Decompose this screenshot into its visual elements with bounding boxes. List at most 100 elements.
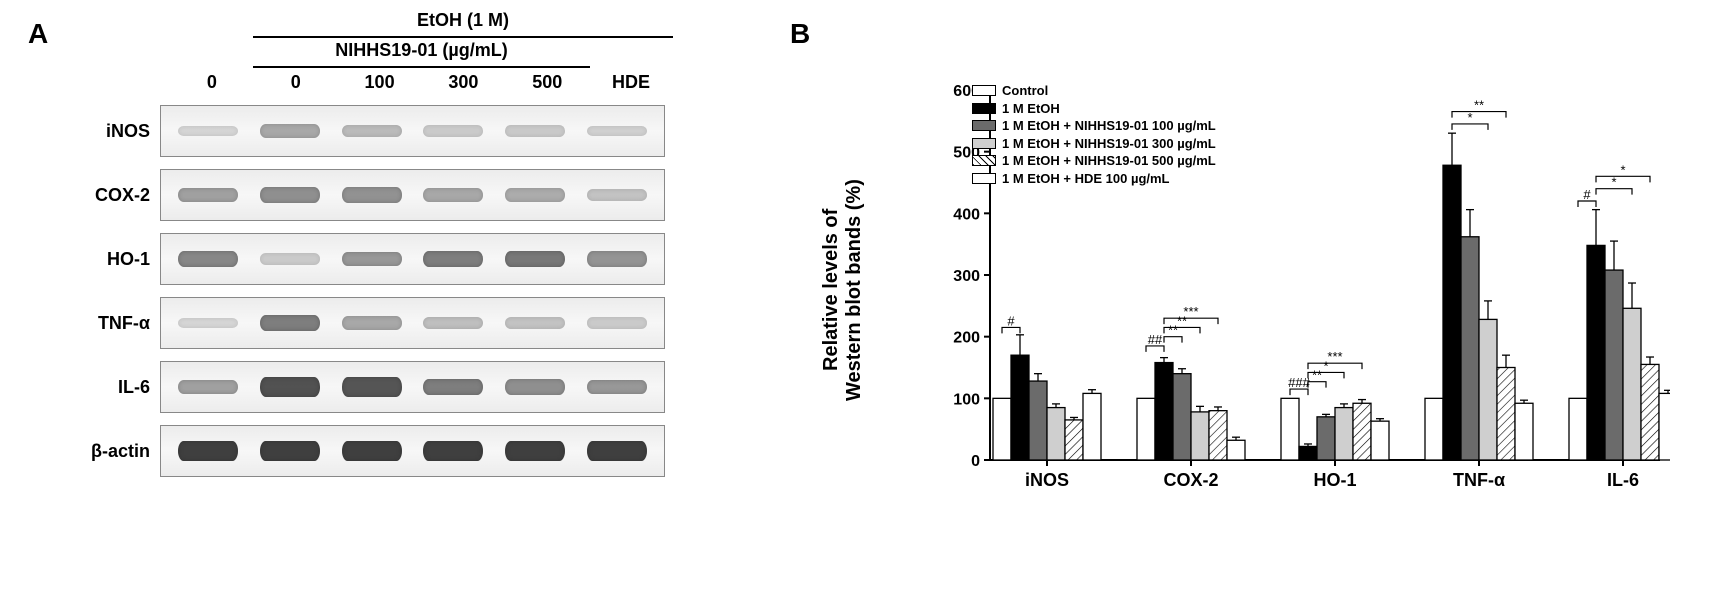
svg-text:*: *	[1620, 162, 1625, 177]
svg-text:#: #	[1007, 313, 1015, 328]
wb-band	[423, 251, 483, 268]
legend-row: 1 M EtOH	[972, 100, 1216, 118]
wb-band	[260, 253, 320, 264]
wb-band	[342, 125, 402, 137]
svg-text:100: 100	[953, 391, 980, 408]
wb-header: EtOH (1 M) NIHHS19-01 (µg/mL) 0010030050…	[70, 10, 690, 105]
wb-band	[505, 251, 565, 268]
wb-band	[423, 125, 483, 136]
wb-etoh-header: EtOH (1 M)	[253, 10, 673, 31]
wb-band	[178, 380, 238, 394]
legend-label: 1 M EtOH	[1002, 100, 1060, 118]
wb-band	[260, 315, 320, 332]
wb-band	[342, 441, 402, 462]
wb-dose-label: 300	[421, 72, 505, 93]
wb-dose-label: 0	[170, 72, 254, 93]
svg-text:#: #	[1583, 187, 1591, 202]
wb-row: iNOS	[70, 105, 690, 157]
wb-band	[260, 187, 320, 202]
legend-row: 1 M EtOH + NIHHS19-01 500 µg/mL	[972, 152, 1216, 170]
legend-row: Control	[972, 82, 1216, 100]
wb-strip	[160, 297, 665, 349]
legend-row: 1 M EtOH + HDE 100 µg/mL	[972, 170, 1216, 188]
wb-dose-label: 500	[505, 72, 589, 93]
wb-row-label: HO-1	[70, 249, 160, 270]
wb-row-label: IL-6	[70, 377, 160, 398]
svg-text:**: **	[1474, 98, 1484, 113]
wb-band	[342, 377, 402, 396]
wb-band	[587, 380, 647, 395]
chart-ylabel-l2: Western blot bands (%)	[843, 179, 865, 401]
wb-band	[342, 252, 402, 267]
wb-row: IL-6	[70, 361, 690, 413]
wb-strip	[160, 105, 665, 157]
wb-band	[505, 379, 565, 394]
wb-band	[178, 126, 238, 137]
svg-text:***: ***	[1183, 304, 1198, 319]
wb-band	[260, 377, 320, 397]
wb-row-label: β-actin	[70, 441, 160, 462]
legend-label: Control	[1002, 82, 1048, 100]
wb-band	[342, 187, 402, 202]
wb-compound-underline	[253, 66, 590, 68]
svg-text:200: 200	[953, 330, 980, 347]
wb-band	[178, 318, 238, 329]
wb-etoh-underline	[253, 36, 673, 38]
wb-dose-label: HDE	[589, 72, 673, 93]
legend-swatch	[972, 85, 996, 96]
wb-band	[178, 251, 238, 267]
svg-text:COX-2: COX-2	[1163, 470, 1218, 490]
legend-label: 1 M EtOH + NIHHS19-01 100 µg/mL	[1002, 117, 1216, 135]
legend-swatch	[972, 138, 996, 149]
legend-swatch	[972, 120, 996, 131]
svg-text:iNOS: iNOS	[1025, 470, 1069, 490]
wb-band	[587, 317, 647, 328]
legend-row: 1 M EtOH + NIHHS19-01 100 µg/mL	[972, 117, 1216, 135]
svg-text:0: 0	[971, 453, 980, 470]
wb-strip	[160, 425, 665, 477]
legend-label: 1 M EtOH + NIHHS19-01 500 µg/mL	[1002, 152, 1216, 170]
legend-swatch	[972, 155, 996, 166]
wb-rows: iNOS COX-2 HO-1 TNF-α IL-6 β-actin	[70, 105, 690, 477]
wb-row-label: iNOS	[70, 121, 160, 142]
wb-strip	[160, 233, 665, 285]
wb-band	[423, 317, 483, 329]
bar-chart-panel: Relative levels of Western blot bands (%…	[820, 70, 1700, 590]
wb-dose-label: 100	[338, 72, 422, 93]
wb-row: HO-1	[70, 233, 690, 285]
wb-band	[505, 125, 565, 136]
legend-row: 1 M EtOH + NIHHS19-01 300 µg/mL	[972, 135, 1216, 153]
svg-text:##: ##	[1148, 332, 1163, 347]
wb-band	[260, 124, 320, 138]
wb-row-label: COX-2	[70, 185, 160, 206]
wb-band	[423, 379, 483, 396]
wb-strip	[160, 169, 665, 221]
wb-compound-header: NIHHS19-01 (µg/mL)	[253, 40, 590, 61]
chart-legend: Control1 M EtOH1 M EtOH + NIHHS19-01 100…	[972, 82, 1216, 187]
svg-text:###: ###	[1288, 375, 1310, 390]
svg-text:***: ***	[1327, 349, 1342, 364]
svg-text:TNF-α: TNF-α	[1453, 470, 1505, 490]
svg-text:IL-6: IL-6	[1607, 470, 1639, 490]
legend-label: 1 M EtOH + NIHHS19-01 300 µg/mL	[1002, 135, 1216, 153]
wb-band	[587, 441, 647, 462]
panel-b-label: B	[790, 18, 810, 50]
wb-row: β-actin	[70, 425, 690, 477]
wb-band	[505, 317, 565, 329]
wb-band	[178, 441, 238, 462]
panel-a-label: A	[28, 18, 48, 50]
wb-strip	[160, 361, 665, 413]
chart-ylabel: Relative levels of Western blot bands (%…	[820, 150, 856, 430]
svg-text:300: 300	[953, 268, 980, 285]
wb-band	[505, 441, 565, 462]
wb-band	[587, 251, 647, 266]
wb-dose-row: 00100300500HDE	[170, 72, 673, 93]
wb-band	[178, 188, 238, 202]
wb-row: TNF-α	[70, 297, 690, 349]
wb-band	[260, 441, 320, 462]
western-blot-panel: EtOH (1 M) NIHHS19-01 (µg/mL) 0010030050…	[70, 10, 690, 489]
legend-label: 1 M EtOH + HDE 100 µg/mL	[1002, 170, 1170, 188]
svg-text:**: **	[1312, 368, 1322, 383]
wb-band	[423, 441, 483, 462]
wb-band	[423, 188, 483, 202]
